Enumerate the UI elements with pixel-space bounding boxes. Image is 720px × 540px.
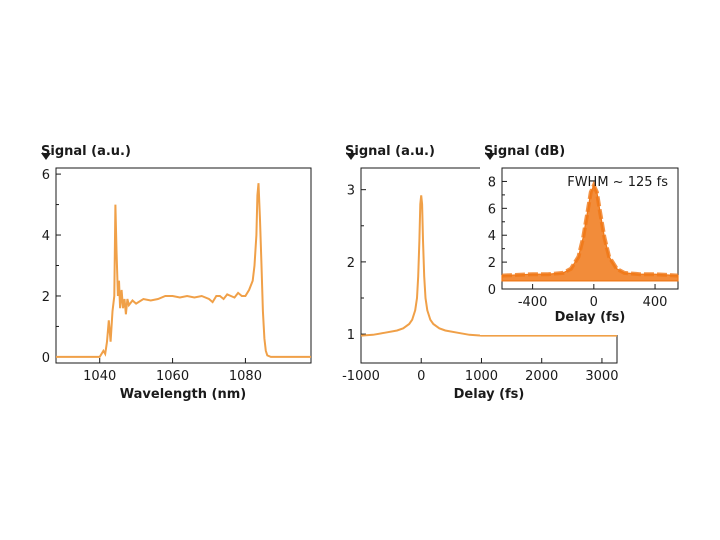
inset-frame xyxy=(501,167,679,290)
inset-xlabel: Delay (fs) xyxy=(555,310,626,325)
inset-noise-band xyxy=(501,180,679,278)
y-axis-marker-icon xyxy=(346,153,356,160)
inset-y-tick-label: 0 xyxy=(488,283,496,298)
spectrum-x-tick-label: 1060 xyxy=(156,369,189,384)
spectrum-y-tick-label: 6 xyxy=(42,168,50,183)
inset-y-tick-label: 2 xyxy=(488,256,496,271)
inset-annotation: FWHM ~ 125 fs xyxy=(567,175,668,190)
spectrum-x-tick-label: 1080 xyxy=(229,369,262,384)
chart-autocorrelation: Signal (a.u.) 1 2 3 -1000 0 1000 2000 3000 Dela… xyxy=(342,144,618,402)
autocorr-y-tick-label: 3 xyxy=(347,184,355,199)
autocorr-ylabel: Signal (a.u.) xyxy=(345,144,435,159)
inset-x-tick-label: -400 xyxy=(518,295,548,310)
y-axis-marker-icon xyxy=(41,153,51,160)
autocorr-x-tick-label: 0 xyxy=(417,369,425,384)
chart-spectrum: Signal (a.u.) 0 2 4 6 1040 1060 1080 Wavelengt… xyxy=(41,144,312,402)
autocorr-series-line xyxy=(360,195,617,337)
autocorr-x-tick-label: 1000 xyxy=(465,369,498,384)
spectrum-series-line xyxy=(56,183,311,358)
spectrum-x-tick-label: 1040 xyxy=(83,369,116,384)
inset-ylabel: Signal (dB) xyxy=(484,144,565,159)
inset-y-tick-label: 4 xyxy=(488,229,496,244)
spectrum-y-tick-label: 4 xyxy=(42,229,50,244)
spectrum-xlabel: Wavelength (nm) xyxy=(120,387,246,402)
spectrum-frame xyxy=(55,167,312,364)
autocorr-xlabel: Delay (fs) xyxy=(454,387,525,402)
autocorr-x-tick-label: 3000 xyxy=(585,369,618,384)
spectrum-ylabel: Signal (a.u.) xyxy=(41,144,131,159)
spectrum-y-tick-label: 0 xyxy=(42,351,50,366)
autocorr-x-tick-label: -1000 xyxy=(342,369,380,384)
autocorr-y-tick-label: 1 xyxy=(347,328,355,343)
spectrum-y-tick-label: 2 xyxy=(42,290,50,305)
inset-y-tick-label: 8 xyxy=(488,175,496,190)
inset-y-tick-label: 6 xyxy=(488,202,496,217)
autocorr-x-tick-label: 2000 xyxy=(525,369,558,384)
inset-x-tick-label: 0 xyxy=(590,295,598,310)
inset-x-tick-label: 400 xyxy=(643,295,668,310)
y-axis-marker-icon xyxy=(485,153,495,160)
autocorr-y-tick-label: 2 xyxy=(347,256,355,271)
